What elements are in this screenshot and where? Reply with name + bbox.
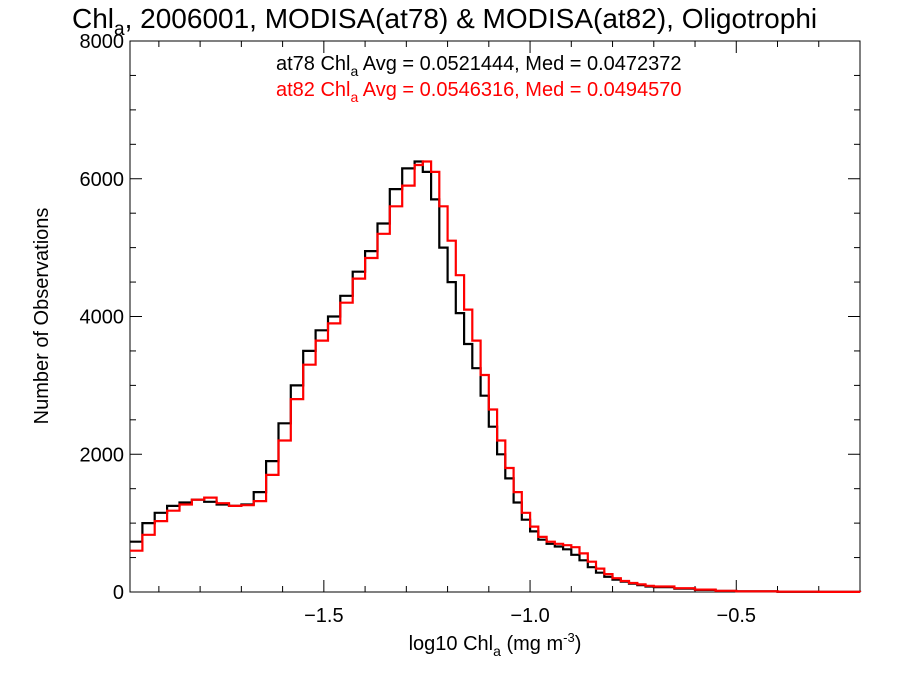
x-axis-label: log10 Chla (mg m-3) [409,630,582,659]
chart-title-rest: , 2006001, MODISA(at78) & MODISA(at82), … [125,3,818,34]
series-line-at78 [130,160,862,593]
x-tick-label-2: −0.5 [717,605,756,627]
legend-stats-at78: at78 Chla Avg = 0.0521444, Med = 0.04723… [276,53,682,79]
y-axis-label: Number of Observations [31,208,53,425]
y-tick-label-4: 8000 [80,31,125,53]
legend-stats-at78-pre: at78 Chl [276,53,351,75]
x-axis-label-sup: -3 [563,630,575,645]
x-axis-label-sub: a [493,643,501,659]
axis-ticks: 0 2000 4000 6000 8000 −1.5 −1.0 −0.5 [80,31,861,627]
chart-title-main: Chl [72,3,114,34]
series-layer [130,160,862,593]
y-tick-label-3: 6000 [80,169,125,191]
series-line-at82 [130,160,862,593]
legend-stats-at82: at82 Chla Avg = 0.0546316, Med = 0.04945… [276,79,682,105]
x-axis-label-pre: log10 Chl [409,633,494,655]
chart-title: Chla, 2006001, MODISA(at78) & MODISA(at8… [72,3,817,40]
x-axis-label-mid: (mg m [501,633,563,655]
legend-stats-at82-post: Avg = 0.0546316, Med = 0.0494570 [358,79,681,101]
legend-stats-at82-pre: at82 Chl [276,79,351,101]
y-tick-label-1: 2000 [80,444,125,466]
x-tick-label-0: −1.5 [304,605,343,627]
y-tick-label-0: 0 [113,582,124,604]
x-axis-label-post: ) [575,633,582,655]
plot-frame [129,40,861,593]
y-tick-label-2: 4000 [80,307,125,329]
legend-stats-at82-sub: a [351,89,359,105]
legend-stats-at78-post: Avg = 0.0521444, Med = 0.0472372 [358,53,681,75]
legend-stats-at78-sub: a [351,63,359,79]
x-tick-label-1: −1.0 [510,605,549,627]
chart-title-subscript: a [114,19,125,40]
